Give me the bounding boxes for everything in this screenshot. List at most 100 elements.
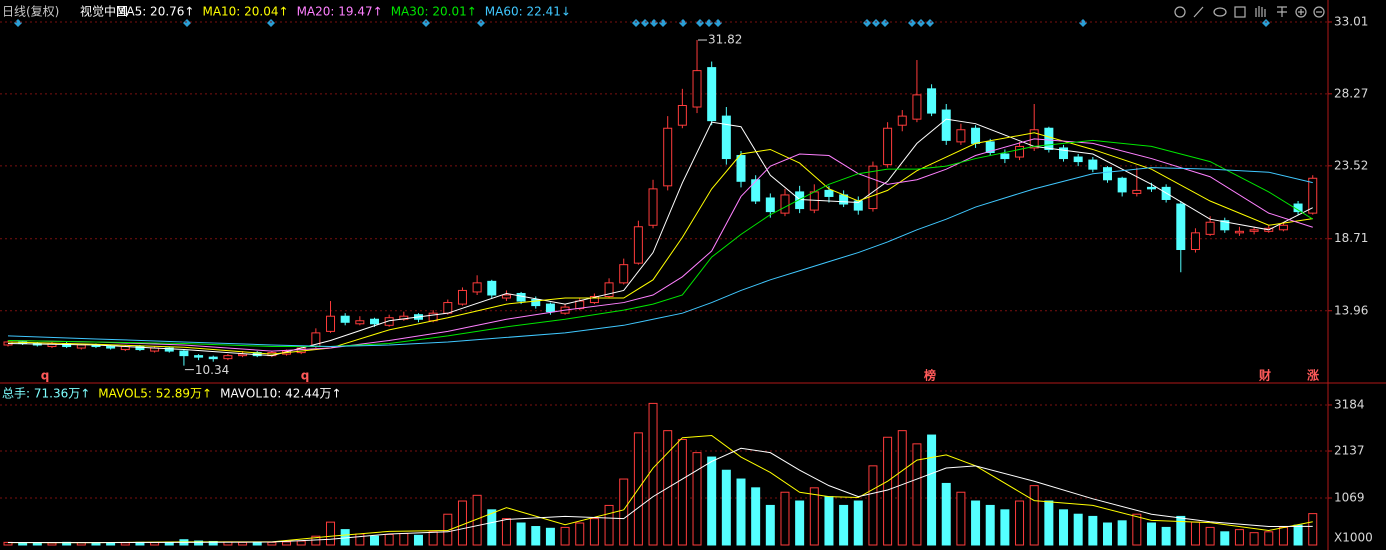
ma-line — [7, 139, 1314, 348]
settings-icon[interactable] — [1174, 6, 1186, 18]
event-diamond — [705, 19, 713, 27]
candle-body — [897, 115, 907, 126]
volume-bar — [1146, 522, 1156, 546]
y-tick-label: 3184 — [1334, 397, 1365, 411]
volume-bar — [1073, 513, 1083, 546]
candle-body — [531, 299, 541, 307]
event-diamond — [1079, 19, 1087, 27]
event-diamond — [863, 19, 871, 27]
candle-body — [1073, 156, 1083, 163]
volume-bar — [1029, 485, 1039, 546]
draw-icon[interactable] — [1193, 6, 1204, 18]
volume-bar — [912, 443, 922, 546]
candle-body — [736, 155, 746, 182]
candle-body — [692, 70, 702, 108]
volume-bar — [47, 542, 57, 546]
y-tick-label: 13.96 — [1334, 303, 1368, 317]
candle-body — [1220, 220, 1230, 231]
zoom-out-icon[interactable] — [1313, 6, 1325, 18]
event-diamond — [714, 19, 722, 27]
candle-body — [1249, 229, 1259, 232]
unit-label: X1000 — [1334, 531, 1373, 545]
volume-bar — [971, 500, 981, 546]
candle-body — [633, 226, 643, 264]
candle-body — [883, 127, 893, 166]
volume-bar — [560, 526, 570, 546]
candle-body — [663, 127, 673, 187]
toolbar[interactable] — [1174, 6, 1325, 18]
candle-body — [370, 318, 379, 325]
ma-line — [7, 138, 1313, 352]
volume-bar — [487, 509, 497, 546]
volume-bar — [1161, 526, 1171, 546]
volume-bar — [765, 504, 775, 546]
volume-bar — [267, 541, 277, 546]
event-diamond — [908, 19, 916, 27]
volume-bar — [501, 518, 511, 546]
candle-body — [443, 302, 453, 314]
volume-bar — [326, 521, 336, 546]
zoom-in-plus[interactable] — [1298, 9, 1304, 15]
legend-label: MA60: 22.41↓ — [485, 5, 571, 19]
volume-bar — [545, 527, 555, 546]
volume-bar — [692, 452, 702, 546]
volume-bar — [384, 533, 394, 546]
volume-bar — [194, 540, 204, 546]
candle-body — [795, 191, 805, 210]
candle-body — [1117, 177, 1127, 193]
volume-bar — [1132, 513, 1142, 546]
candle-body — [135, 346, 145, 351]
volume-bar — [1264, 531, 1274, 546]
volume-bar — [1234, 529, 1244, 546]
volume-bar — [413, 534, 423, 546]
event-diamond — [632, 19, 640, 27]
view-icon[interactable] — [1213, 7, 1227, 17]
volume-bar — [150, 542, 160, 546]
volume-bar — [399, 533, 409, 546]
volume-bar — [18, 542, 28, 546]
candle-body — [1132, 189, 1142, 194]
legend-label: MA5: 20.76↑ — [116, 5, 194, 19]
legend-label: MA20: 19.47↑ — [297, 5, 383, 19]
candle-body — [721, 115, 731, 160]
candle-body — [1176, 203, 1186, 251]
candle-body — [1146, 186, 1156, 190]
candle-body — [751, 179, 761, 202]
hand-icon[interactable] — [1255, 6, 1266, 17]
pin-icon[interactable] — [1277, 6, 1287, 17]
volume-bar — [1205, 526, 1215, 546]
candle-body — [487, 280, 497, 296]
y-tick-label: 1069 — [1334, 490, 1365, 504]
y-tick-label: 2137 — [1334, 444, 1365, 458]
ma-line — [7, 118, 1313, 357]
volume-bar — [707, 456, 717, 546]
volume-bar — [120, 542, 130, 546]
candle-body — [457, 289, 467, 305]
candle-body — [179, 350, 189, 357]
event-diamond — [477, 19, 485, 27]
candle-body — [985, 141, 995, 153]
candle-body — [545, 303, 555, 313]
box-icon[interactable] — [1234, 6, 1246, 18]
candle-body — [604, 282, 614, 298]
candle-body — [927, 88, 937, 114]
candle-body — [809, 191, 819, 211]
candle-body — [971, 127, 981, 144]
volume-bar — [238, 541, 248, 546]
y-tick-label: 18.71 — [1334, 231, 1368, 245]
candle-body — [868, 165, 878, 210]
candle-body — [707, 67, 717, 122]
volume-bar — [648, 402, 658, 546]
legend-label: MAVOL5: 52.89万↑ — [98, 387, 212, 401]
candle-body — [1190, 232, 1200, 251]
ma-line — [7, 447, 1313, 544]
y-tick-label: 23.52 — [1334, 158, 1368, 172]
candle-body — [516, 292, 526, 302]
volume-bar — [956, 491, 966, 546]
volume-bar — [604, 504, 614, 546]
volume-bar — [780, 491, 790, 546]
zoom-in-icon[interactable] — [1295, 6, 1307, 18]
candle-body — [194, 355, 204, 358]
volume-bar — [516, 522, 526, 546]
